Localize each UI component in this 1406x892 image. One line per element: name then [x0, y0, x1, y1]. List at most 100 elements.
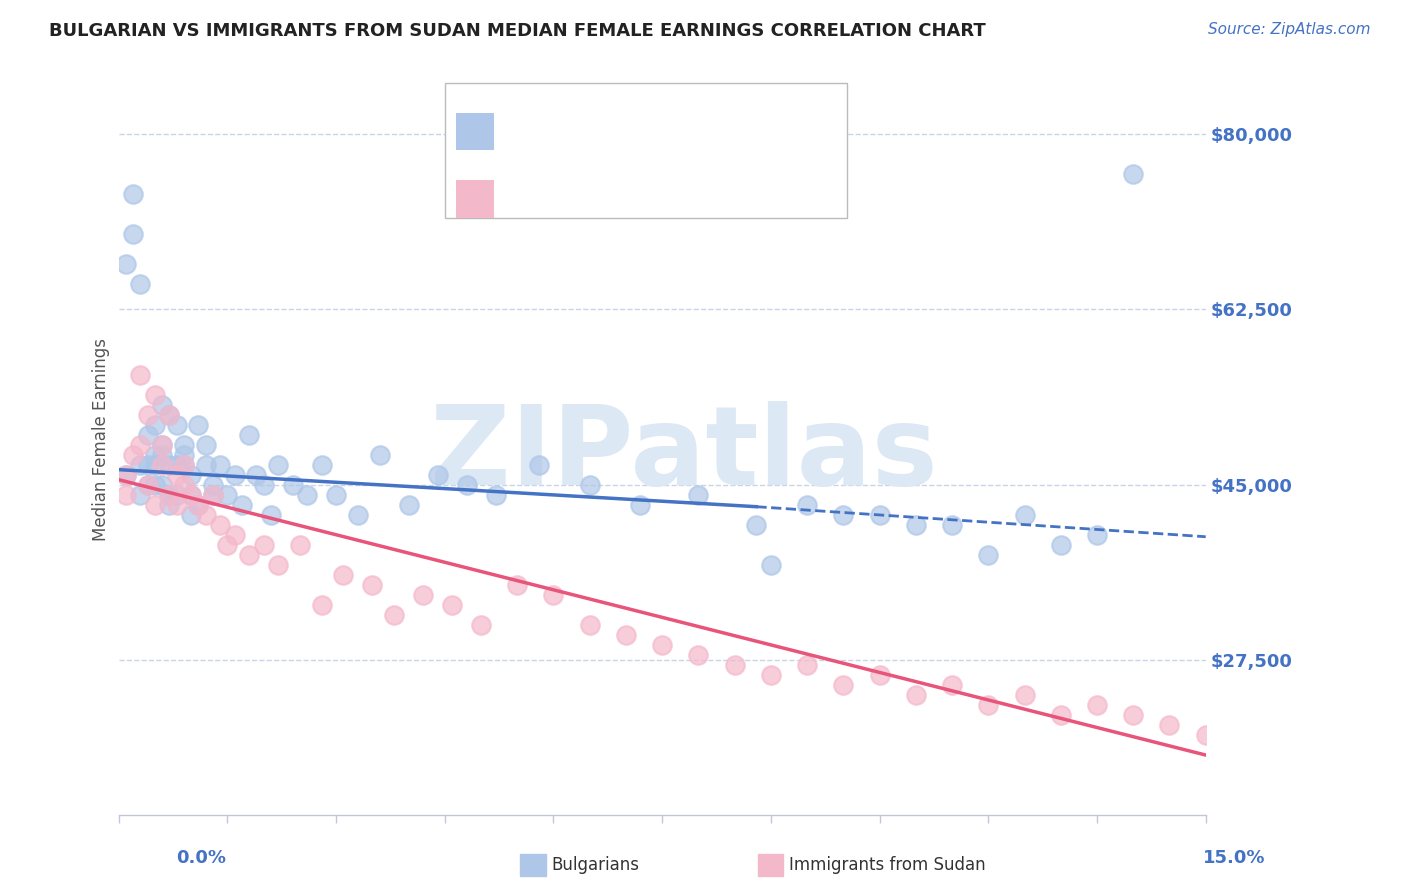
Point [136, 477, 159, 491]
Point [143, 448, 166, 462]
Point [288, 538, 311, 552]
Point [361, 578, 384, 592]
Point [173, 448, 195, 462]
Point [143, 417, 166, 432]
Point [614, 628, 637, 642]
Point [143, 387, 166, 401]
Point [187, 498, 209, 512]
Point [150, 437, 173, 451]
Point [201, 488, 224, 502]
Point [796, 657, 818, 672]
Point [1195, 728, 1218, 742]
Point [157, 408, 180, 422]
Point [238, 427, 260, 442]
Point [398, 498, 420, 512]
Text: 15.0%: 15.0% [1204, 849, 1265, 867]
Point [122, 448, 145, 462]
Point [224, 467, 246, 482]
Point [136, 477, 159, 491]
Point [194, 437, 217, 451]
Point [412, 588, 434, 602]
Point [724, 657, 747, 672]
Point [209, 517, 232, 532]
Point [1014, 688, 1036, 702]
Point [325, 488, 347, 502]
Text: Source: ZipAtlas.com: Source: ZipAtlas.com [1208, 22, 1371, 37]
Point [759, 558, 782, 572]
Point [252, 477, 274, 491]
Point [201, 477, 224, 491]
Point [238, 548, 260, 562]
Point [115, 467, 138, 482]
Point [150, 398, 173, 412]
Point [187, 417, 209, 432]
Point [201, 488, 224, 502]
Point [166, 458, 188, 472]
Point [332, 567, 354, 582]
Point [527, 458, 550, 472]
Point [346, 508, 368, 522]
Point [150, 437, 173, 451]
Point [630, 498, 652, 512]
Point [157, 458, 180, 472]
Point [194, 458, 217, 472]
Point [209, 458, 232, 472]
Point [1085, 527, 1108, 541]
Point [166, 488, 188, 502]
Point [796, 498, 818, 512]
Point [180, 467, 202, 482]
Point [651, 638, 673, 652]
Point [426, 467, 449, 482]
Point [941, 678, 963, 692]
Text: Immigrants from Sudan: Immigrants from Sudan [789, 856, 986, 874]
Point [173, 477, 195, 491]
Point [129, 437, 152, 451]
Text: R =  -0.460   N = 55: R = -0.460 N = 55 [505, 190, 703, 208]
Point [129, 277, 152, 292]
Point [832, 508, 855, 522]
Point [187, 498, 209, 512]
Point [869, 668, 891, 682]
Point [231, 498, 253, 512]
FancyBboxPatch shape [444, 83, 846, 218]
Point [157, 498, 180, 512]
Point [1159, 718, 1181, 732]
Point [1049, 538, 1071, 552]
Point [194, 508, 217, 522]
Point [245, 467, 267, 482]
Point [136, 458, 159, 472]
Point [1122, 708, 1144, 723]
Text: BULGARIAN VS IMMIGRANTS FROM SUDAN MEDIAN FEMALE EARNINGS CORRELATION CHART: BULGARIAN VS IMMIGRANTS FROM SUDAN MEDIA… [49, 22, 986, 40]
Text: Bulgarians: Bulgarians [551, 856, 640, 874]
Text: ZIPatlas: ZIPatlas [430, 401, 938, 508]
Point [484, 488, 506, 502]
Point [157, 488, 180, 502]
Point [180, 488, 202, 502]
Point [1014, 508, 1036, 522]
Point [166, 467, 188, 482]
Point [157, 408, 180, 422]
Point [180, 508, 202, 522]
Point [173, 458, 195, 472]
Point [157, 488, 180, 502]
Bar [456, 113, 494, 151]
Point [173, 437, 195, 451]
Point [129, 488, 152, 502]
Point [115, 488, 138, 502]
Point [166, 498, 188, 512]
Point [224, 527, 246, 541]
Point [115, 257, 138, 271]
Point [311, 458, 333, 472]
Point [129, 458, 152, 472]
Point [759, 668, 782, 682]
Point [1049, 708, 1071, 723]
Point [143, 458, 166, 472]
Point [311, 598, 333, 612]
Point [143, 477, 166, 491]
Point [136, 427, 159, 442]
Point [543, 588, 565, 602]
Point [115, 467, 138, 482]
Point [122, 187, 145, 202]
Point [440, 598, 463, 612]
Point [281, 477, 304, 491]
